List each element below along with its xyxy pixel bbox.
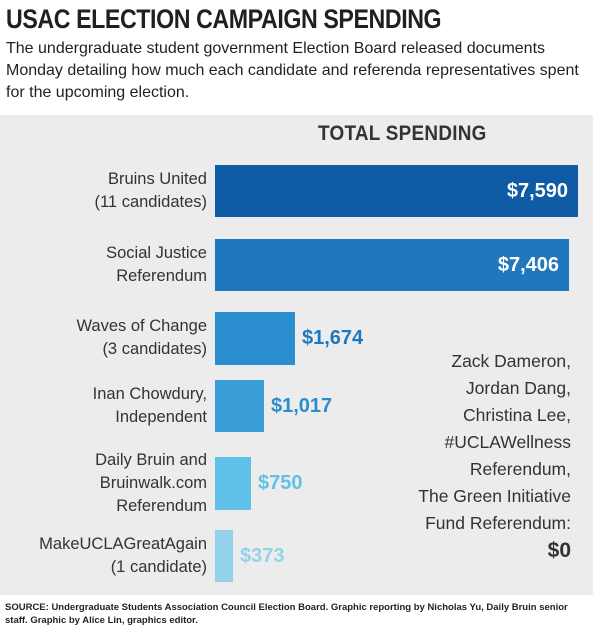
zero-spending-name: Fund Referendum:	[425, 513, 571, 533]
bar-value-label: $7,590	[506, 180, 568, 202]
category-label: Waves of Change (3 candidates)	[0, 315, 207, 361]
bar	[215, 165, 578, 217]
bar	[215, 456, 251, 510]
chart-title: USAC ELECTION CAMPAIGN SPENDING	[6, 4, 442, 34]
bar	[215, 530, 233, 582]
zero-spending-name: The Green Initiative	[418, 486, 571, 506]
zero-spending-value: $0	[547, 539, 571, 562]
category-label-line: Inan Chowdury,	[92, 385, 207, 403]
category-label-line: Referendum	[116, 267, 207, 285]
category-label: Daily Bruin and Bruinwalk.com Referendum	[0, 449, 207, 518]
bar	[215, 311, 295, 365]
category-label: Bruins United (11 candidates)	[0, 168, 207, 214]
bar-value-label: $373	[240, 545, 285, 567]
category-label-line: Bruinwalk.com	[99, 473, 207, 492]
zero-spending-names: Zack Dameron, Jordan Dang, Christina Lee, #…	[351, 348, 571, 537]
category-label: Inan Chowdury, Independent	[0, 383, 207, 429]
bar-value-label: $1,017	[271, 395, 333, 417]
column-heading: TOTAL SPENDING	[318, 122, 487, 145]
bar	[215, 380, 264, 432]
source-credit: SOURCE: Undergraduate Students Associati…	[5, 602, 568, 626]
bar-value-label: $750	[258, 472, 303, 494]
zero-spending-name: #UCLAWellness	[444, 432, 571, 452]
chart-subtitle: The undergraduate student government Ele…	[6, 40, 579, 101]
zero-spending-name: Zack Dameron,	[451, 351, 571, 371]
category-label-line: Daily Bruin and	[95, 450, 207, 469]
category-label-line: Bruins United	[107, 170, 207, 188]
category-label: MakeUCLAGreatAgain (1 candidate)	[0, 533, 207, 579]
zero-spending-note: Zack Dameron, Jordan Dang, Christina Lee, #…	[351, 348, 571, 564]
bar-value-label: $1,674	[302, 327, 364, 349]
category-label-line: Social Justice	[106, 244, 207, 262]
category-label-line: MakeUCLAGreatAgain	[39, 535, 207, 553]
category-label-line: (1 candidate)	[110, 558, 207, 576]
zero-spending-name: Referendum,	[469, 459, 571, 479]
category-label-line: Referendum	[116, 496, 207, 515]
category-label-line: (11 candidates)	[94, 193, 207, 211]
category-label: Social Justice Referendum	[0, 242, 207, 288]
zero-spending-name: Christina Lee,	[463, 405, 571, 425]
category-label-line: Waves of Change	[76, 317, 207, 335]
category-label-line: Independent	[115, 408, 207, 426]
bar-value-label: $7,406	[497, 254, 559, 276]
bar	[215, 239, 569, 291]
zero-spending-name: Jordan Dang,	[465, 378, 571, 398]
category-label-line: (3 candidates)	[102, 340, 207, 358]
